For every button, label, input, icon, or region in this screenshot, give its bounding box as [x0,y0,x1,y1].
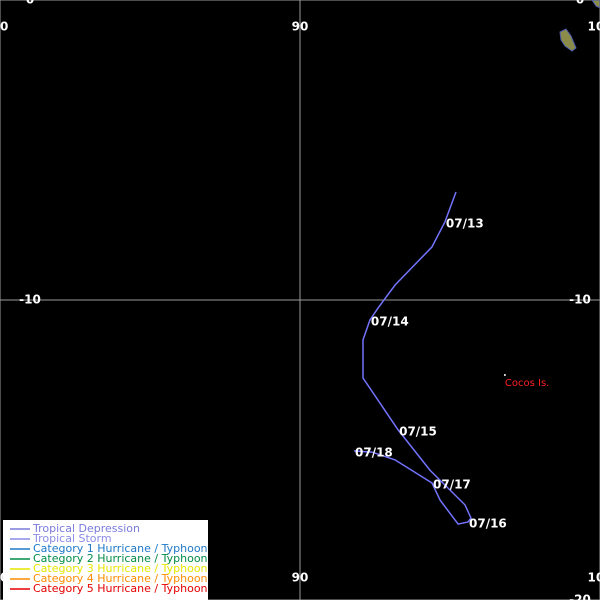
land [591,0,600,9]
land [559,28,577,52]
lat-label: -10 [19,293,41,307]
lon-label: 80 [0,20,8,34]
lat-label: -20 [569,593,591,600]
place-label: Cocos Is. [505,378,549,389]
track-layer: 07/13 07/14 07/15 07/16 07/17 07/18 [353,191,507,531]
lon-label: 100 [587,571,600,585]
date-label: 07/16 [469,517,507,531]
places-layer: Cocos Is. [503,374,549,389]
lon-label: 100 [587,20,600,34]
date-label: 07/13 [446,217,484,231]
legend-box [3,520,208,600]
lon-label: 90 [292,571,309,585]
date-label: 07/15 [399,424,437,438]
lat-label: 0 [576,0,584,7]
legend-label: Category 4 Hurricane / Typhoon [33,572,208,585]
legend-label: Category 5 Hurricane / Typhoon [33,582,208,595]
date-label: 07/17 [433,478,471,492]
lat-label: -10 [569,293,591,307]
legend-label: Category 2 Hurricane / Typhoon [33,552,208,565]
place-dot [503,374,506,376]
date-label: 07/14 [371,315,409,329]
lat-label: 0 [26,0,34,7]
legend-label: Tropical Depression [32,522,140,535]
storm-track [353,191,472,525]
lon-label: 90 [292,20,309,34]
legend-label: Category 1 Hurricane / Typhoon [33,542,208,555]
legend-label: Category 3 Hurricane / Typhoon [33,562,208,575]
legend-label: Tropical Storm [32,532,112,545]
date-label: 07/18 [355,445,393,459]
